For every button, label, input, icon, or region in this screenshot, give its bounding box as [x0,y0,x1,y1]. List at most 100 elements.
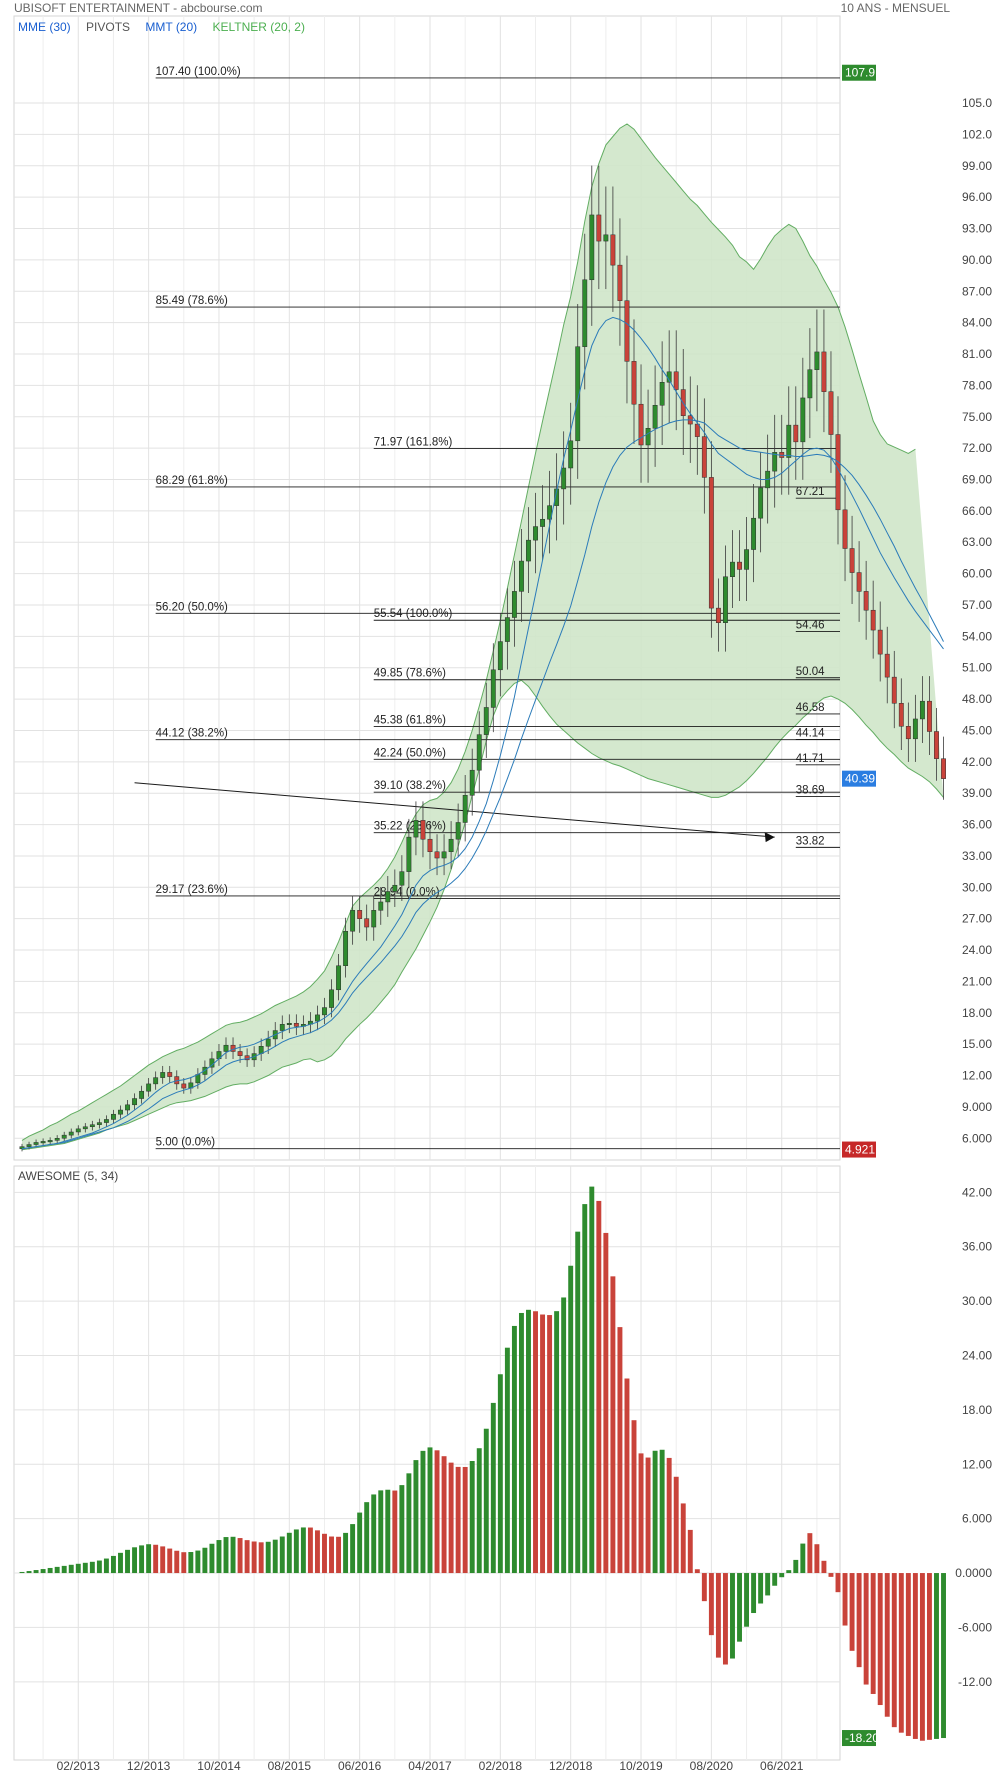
candle-body [19,1146,25,1150]
awesome-bar [103,1558,109,1574]
period-label[interactable]: 10 ANS - MENSUEL [840,1,950,15]
awesome-last-badge-text: -18.20 [845,1731,879,1745]
awesome-bar [694,1569,700,1574]
y-tick-label: 57.00 [962,598,992,612]
awesome-bar [223,1537,229,1574]
candle-body [849,548,855,573]
candle-body [744,549,749,570]
awesome-bar [469,1461,475,1574]
candle-body [160,1072,166,1078]
candle-body [378,901,384,911]
candle-body [891,676,897,704]
awesome-bar [941,1573,946,1739]
high-price-badge-text: 107.9 [845,66,875,80]
fibonacci-label: 28.94 (0.0%) [374,886,440,898]
awesome-bar [293,1529,299,1574]
candle-body [125,1104,130,1111]
candle-body [40,1141,46,1144]
awesome-bar [19,1571,25,1574]
awesome-bar [272,1539,278,1574]
awesome-bar [610,1276,616,1574]
candle-body [61,1134,67,1139]
candle-body [596,214,602,242]
awesome-bar [547,1315,553,1574]
awesome-bar [279,1536,285,1574]
awesome-bar [687,1529,693,1574]
x-tick-label: 12/2018 [549,1759,593,1773]
awesome-bar [54,1566,60,1574]
awesome-bar [314,1530,320,1574]
indicator-mmt[interactable]: MMT (20) [145,20,198,34]
candle-body [322,1007,327,1016]
awesome-bar [568,1265,574,1574]
awesome-bar [146,1544,152,1574]
awesome-bar [891,1573,897,1728]
awesome-bar [554,1311,560,1574]
awesome-bar [561,1297,567,1574]
awesome-bar [195,1550,201,1574]
indicator-keltner[interactable]: KELTNER (20, 2) [212,20,305,34]
awesome-bar [540,1314,546,1574]
awesome-bar [413,1460,419,1574]
candle-body [941,758,946,779]
mmt-20-line [21,316,944,1150]
candle-body [111,1113,116,1120]
y-tick-label: 105.0 [962,96,992,110]
candle-body [519,560,524,592]
awesome-bar [715,1573,721,1658]
candle-body [737,561,742,570]
y-tick-label: 69.00 [962,472,992,486]
fibonacci-label: 42.24 (50.0%) [374,747,446,759]
y-tick-label: 12.00 [962,1069,992,1083]
candle-body [462,795,468,823]
candle-body [751,517,757,550]
awesome-bar [181,1552,187,1574]
candle-body [807,369,813,399]
candle-body [118,1109,123,1115]
fibonacci-label: 29.17 (23.6%) [156,884,228,896]
candle-body [139,1090,145,1099]
candle-body [905,726,911,740]
awesome-bar [490,1402,496,1574]
indicator-pivots[interactable]: PIVOTS [86,20,131,34]
ao-y-tick-label: 6.000 [962,1512,992,1526]
fibonacci-label: 55.54 (100.0%) [374,608,453,620]
fibonacci-label: 71.97 (161.8%) [374,436,453,448]
candle-body [708,477,714,609]
indicator-mme[interactable]: MME (30) [18,20,71,34]
awesome-bar [61,1565,67,1574]
awesome-bar [385,1489,391,1574]
candle-body [701,436,707,478]
awesome-bar [139,1545,145,1574]
x-tick-label: 12/2013 [127,1759,171,1773]
awesome-bar [160,1546,166,1574]
awesome-bar [265,1541,271,1574]
candle-body [47,1140,53,1143]
awesome-bar [399,1485,405,1574]
y-tick-label: 81.00 [962,347,992,361]
awesome-bar [230,1536,236,1574]
awesome-bar [652,1450,658,1574]
keltner-upper-line [21,123,916,1141]
awesome-bar [673,1476,679,1574]
awesome-bar [701,1573,707,1602]
awesome-bar [75,1563,81,1574]
fibonacci-label: 54.46 [796,620,825,632]
awesome-bar [33,1570,39,1574]
candle-body [343,930,349,966]
candle-body [730,561,735,577]
awesome-bar [174,1550,180,1574]
y-tick-label: 99.00 [962,159,992,173]
candle-body [420,820,426,840]
awesome-bar [828,1573,834,1577]
fibonacci-label: 50.04 [796,666,825,678]
y-tick-label: 96.00 [962,190,992,204]
candle-body [68,1131,74,1136]
awesome-bar [307,1527,313,1574]
awesome-bar [856,1573,862,1668]
candle-body [828,391,834,435]
y-tick-label: 24.00 [962,943,992,957]
low-price-badge [842,1141,876,1158]
fibonacci-label: 38.69 [796,784,825,796]
candle-body [919,700,925,720]
